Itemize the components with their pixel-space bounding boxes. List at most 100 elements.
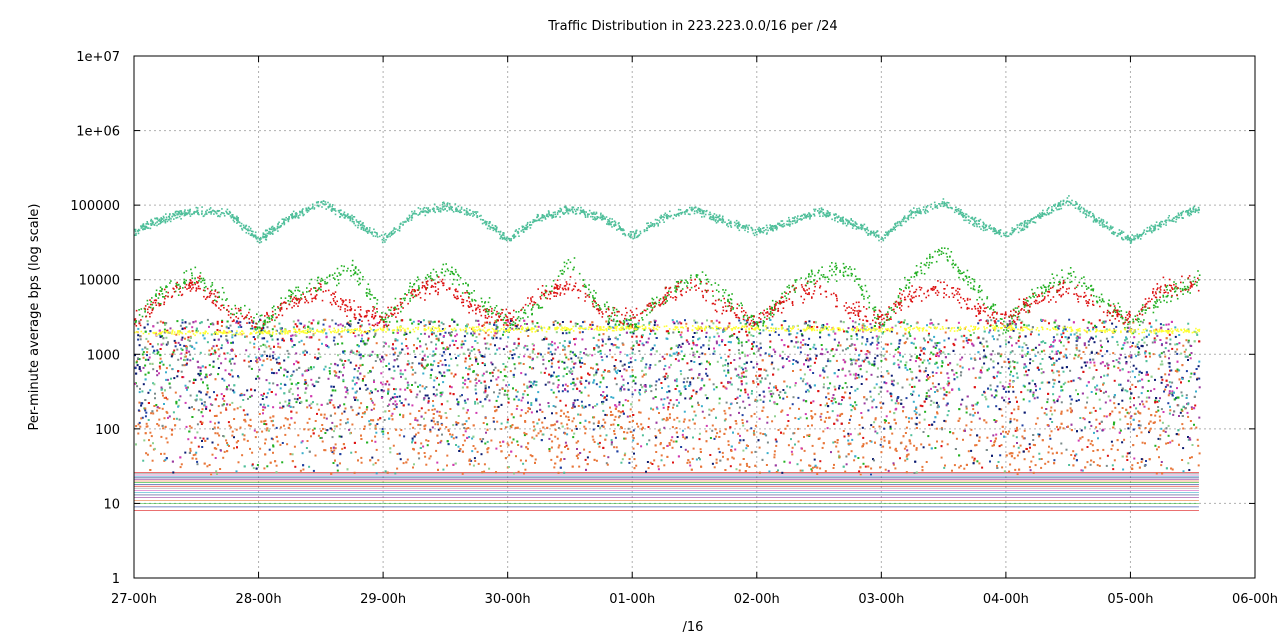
cloud-point: [231, 430, 234, 433]
cloud-point: [804, 320, 807, 323]
cloud-point: [1134, 345, 1137, 348]
cloud-point: [432, 321, 435, 324]
cloud-point: [961, 356, 964, 359]
cloud-point: [275, 426, 278, 429]
cloud-point: [943, 346, 946, 349]
cloud-point: [991, 444, 994, 447]
cloud-point: [937, 404, 940, 407]
cloud-point: [438, 410, 441, 413]
cloud-point: [558, 323, 561, 326]
cloud-point: [165, 437, 168, 440]
cloud-point: [1025, 370, 1027, 373]
cloud-point: [915, 376, 918, 379]
cloud-point: [639, 340, 642, 343]
cloud-point: [1105, 390, 1107, 393]
cloud-point: [196, 463, 199, 466]
cloud-point: [995, 405, 998, 408]
cloud-point: [784, 427, 787, 430]
cloud-point: [1075, 389, 1077, 392]
cloud-point: [426, 394, 429, 397]
cloud-point: [801, 380, 804, 383]
cloud-point: [946, 443, 949, 446]
cloud-point: [722, 330, 725, 333]
cloud-point: [209, 420, 212, 423]
cloud-point: [989, 460, 991, 463]
cloud-point: [1034, 385, 1037, 388]
cloud-point: [445, 426, 448, 429]
cloud-point: [696, 344, 699, 347]
cloud-point: [996, 338, 999, 341]
cloud-point: [643, 328, 646, 331]
cloud-point: [409, 331, 412, 334]
cloud-point: [532, 348, 535, 351]
cloud-point: [520, 372, 523, 375]
cloud-point: [523, 472, 525, 475]
cloud-point: [360, 340, 362, 343]
cloud-point: [690, 347, 693, 350]
cloud-point: [305, 447, 308, 449]
cloud-point: [799, 346, 802, 349]
cloud-point: [1189, 357, 1192, 360]
cloud-point: [424, 394, 427, 397]
cloud-point: [758, 394, 761, 397]
cloud-point: [696, 350, 699, 353]
cloud-point: [189, 394, 192, 397]
cloud-point: [1007, 430, 1010, 433]
cloud-point: [1015, 372, 1018, 375]
cloud-point: [206, 384, 209, 387]
cloud-point: [524, 344, 527, 347]
cloud-point: [292, 370, 295, 373]
cloud-point: [627, 361, 630, 364]
cloud-point: [1102, 382, 1105, 385]
cloud-point: [811, 424, 813, 427]
cloud-point: [201, 421, 204, 424]
cloud-point: [970, 420, 973, 423]
cloud-point: [138, 391, 141, 394]
cloud-point: [1111, 464, 1114, 467]
cloud-point: [692, 377, 695, 380]
cloud-point: [490, 379, 493, 382]
cloud-point: [163, 452, 166, 455]
cloud-point: [390, 414, 393, 417]
cloud-point: [849, 392, 851, 395]
cloud-point: [466, 323, 468, 326]
cloud-point: [757, 349, 760, 352]
cloud-point: [894, 402, 897, 405]
cloud-point: [266, 340, 269, 343]
cloud-point: [864, 343, 867, 346]
cloud-point: [698, 432, 701, 435]
cloud-point: [712, 383, 715, 386]
cloud-point: [962, 438, 964, 441]
cloud-point: [1119, 383, 1122, 386]
cloud-point: [843, 330, 845, 333]
cloud-point: [606, 463, 609, 466]
cloud-point: [179, 466, 182, 469]
cloud-point: [863, 402, 866, 405]
cloud-point: [739, 322, 742, 325]
cloud-point: [393, 369, 396, 372]
cloud-point: [1064, 381, 1067, 384]
cloud-point: [343, 366, 345, 369]
cloud-point: [198, 374, 201, 377]
cloud-point: [873, 421, 876, 424]
cloud-point: [166, 398, 169, 401]
cloud-point: [1012, 380, 1014, 383]
cloud-point: [941, 440, 944, 443]
cloud-point: [825, 416, 828, 419]
cloud-point: [292, 320, 295, 323]
cloud-point: [529, 356, 532, 359]
cloud-point: [542, 433, 545, 436]
cloud-point: [1198, 416, 1201, 419]
cloud-point: [938, 405, 940, 408]
cloud-point: [1013, 457, 1016, 460]
cloud-point: [1060, 389, 1063, 392]
cloud-point: [1057, 428, 1060, 431]
cloud-point: [969, 434, 972, 437]
cloud-point: [437, 423, 439, 426]
cloud-point: [979, 369, 982, 372]
cloud-point: [1153, 388, 1156, 391]
cloud-point: [197, 445, 200, 448]
cloud-point: [393, 393, 396, 395]
cloud-point: [210, 333, 213, 336]
cloud-point: [390, 377, 393, 379]
